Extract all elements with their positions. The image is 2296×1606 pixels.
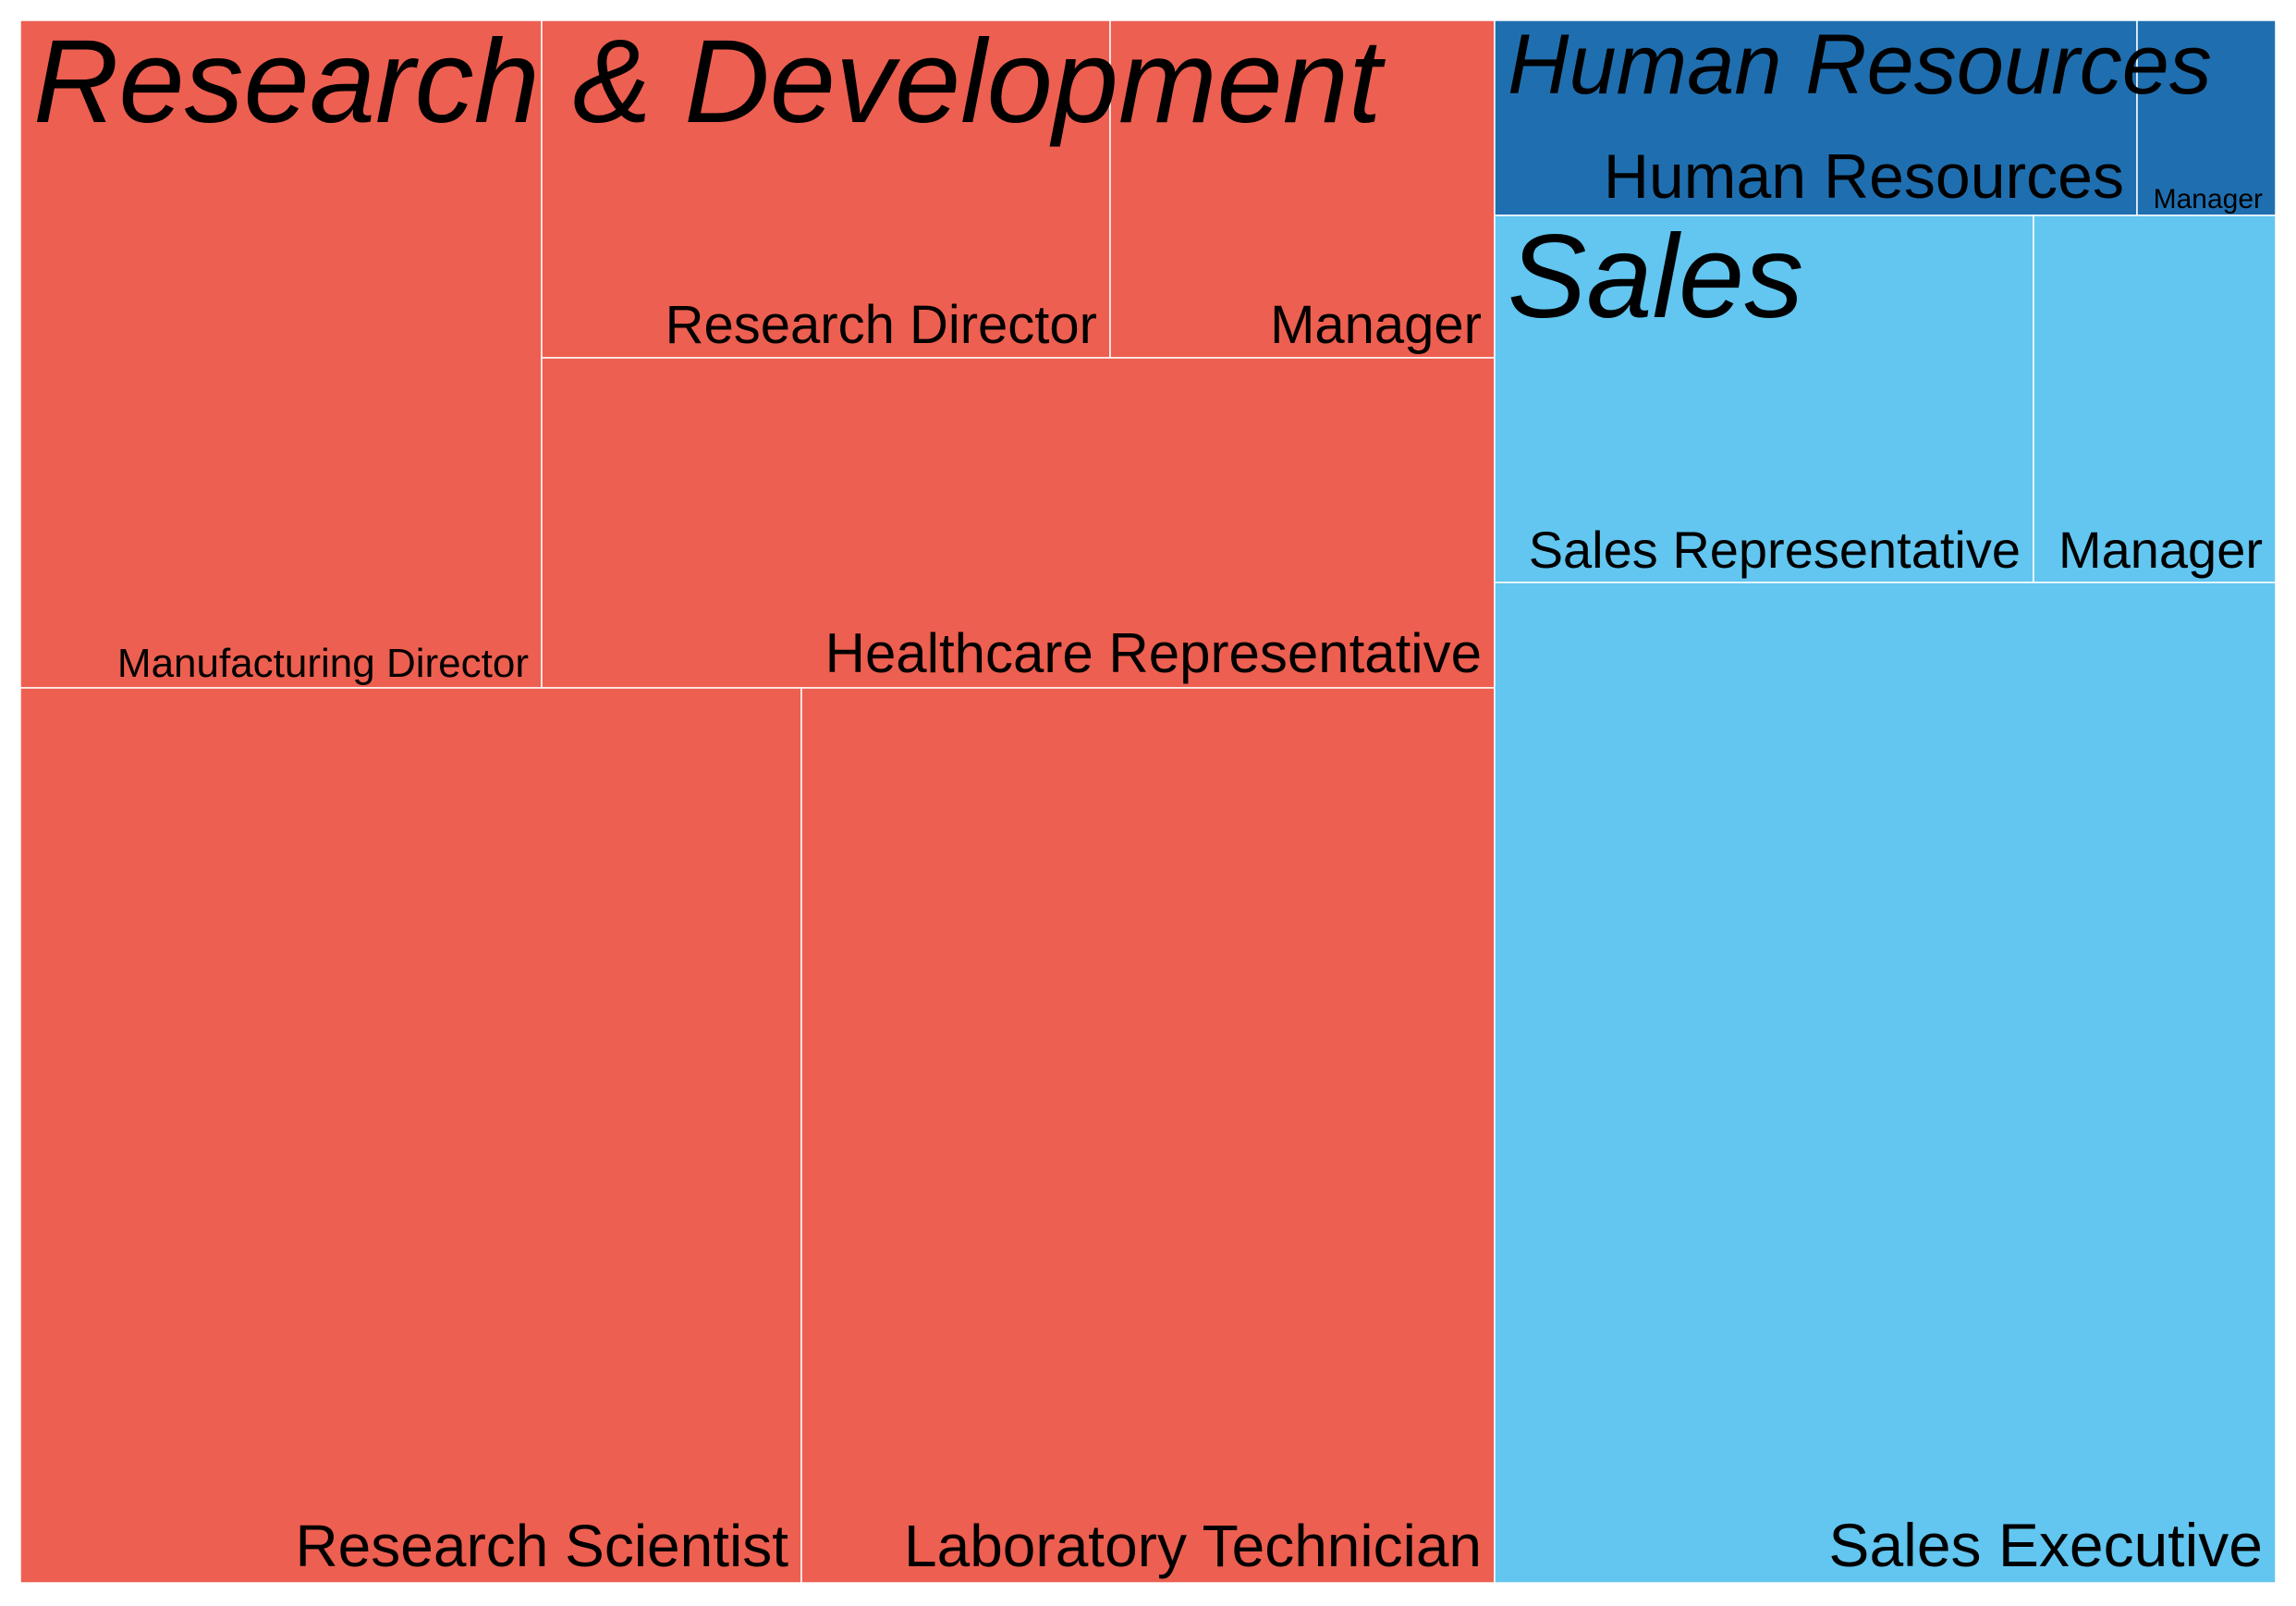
tile-label-research-and-development-research-scientist: Research Scientist — [295, 1513, 788, 1579]
tile-research-and-development-manufacturing-director — [19, 19, 543, 689]
tile-human-resources-manager — [2136, 19, 2277, 216]
treemap-tiles — [19, 19, 2277, 1584]
group-label-sales: Sales — [1508, 211, 1803, 343]
group-label-human-resources: Human Resources — [1508, 18, 2212, 112]
tile-label-research-and-development-healthcare-representative: Healthcare Representative — [825, 622, 1482, 684]
tile-label-human-resources-manager: Manager — [2154, 184, 2263, 215]
tile-label-sales-sales-representative: Sales Representative — [1529, 521, 2021, 579]
tile-sales-sales-representative — [1494, 215, 2034, 583]
tile-label-human-resources-human-resources: Human Resources — [1604, 141, 2124, 212]
tile-label-research-and-development-research-director: Research Director — [666, 295, 1097, 355]
tile-label-research-and-development-manager: Manager — [1270, 295, 1482, 355]
tile-label-research-and-development-laboratory-technician: Laboratory Technician — [904, 1513, 1482, 1579]
tile-research-and-development-manager — [1109, 19, 1496, 359]
tile-research-and-development-healthcare-representative — [541, 357, 1496, 689]
tile-label-sales-manager: Manager — [2058, 521, 2263, 579]
group-label-research-and-development: Research & Development — [33, 16, 1386, 148]
tile-label-sales-sales-executive: Sales Executive — [1828, 1511, 2263, 1579]
tile-sales-manager — [2033, 215, 2277, 583]
tile-research-and-development-research-director — [541, 19, 1111, 359]
tile-human-resources-human-resources — [1494, 19, 2138, 216]
tile-sales-sales-executive — [1494, 582, 2277, 1584]
tile-research-and-development-research-scientist — [19, 687, 802, 1584]
treemap-labels: Manufacturing Director Research Director M… — [33, 16, 2263, 1579]
tile-label-research-and-development-manufacturing-director: Manufacturing Director — [117, 641, 529, 686]
tile-research-and-development-laboratory-technician — [800, 687, 1496, 1584]
